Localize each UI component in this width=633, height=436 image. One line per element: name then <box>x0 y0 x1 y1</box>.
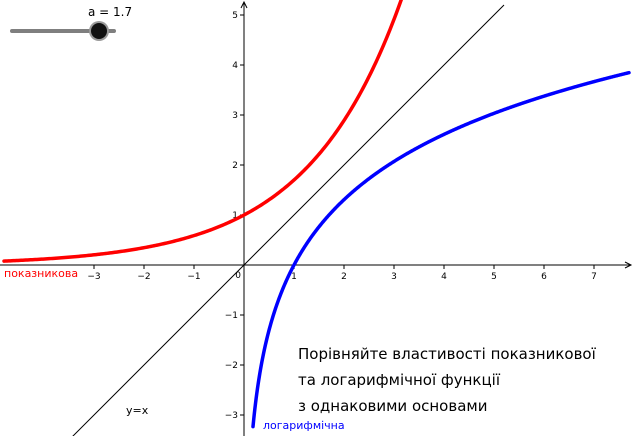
slider-label: a = 1.7 <box>88 5 133 19</box>
x-tick-label: 2 <box>341 272 347 282</box>
caption-line: Порівняйте властивості показникової <box>298 345 596 363</box>
identity-line[interactable] <box>67 4 505 436</box>
y-tick-label: 4 <box>232 61 238 71</box>
x-tick-label: 1 <box>291 272 297 282</box>
logarithmic-label: логарифмічна <box>263 419 345 432</box>
x-tick-label: −2 <box>137 272 150 282</box>
caption-text: Порівняйте властивості показникової та л… <box>298 341 596 419</box>
x-tick-label: 5 <box>491 272 497 282</box>
y-tick-label: 1 <box>232 211 238 221</box>
origin-label: 0 <box>235 271 241 281</box>
base-slider[interactable] <box>10 23 120 40</box>
x-tick-label: −3 <box>87 272 100 282</box>
caption-line: та логарифмічної функції <box>298 371 501 389</box>
x-tick-label: 7 <box>591 272 597 282</box>
y-tick-label: 2 <box>232 161 238 171</box>
tick-labels: −3 −2 −1 1 2 3 4 5 6 7 0 −3 −2 −1 1 2 3 4 5 <box>87 11 597 421</box>
y-tick-label: 3 <box>232 111 238 121</box>
x-tick-label: −1 <box>187 272 200 282</box>
caption-line: з однаковими основами <box>298 397 488 415</box>
slider-track[interactable] <box>10 29 116 33</box>
x-axis-arrow <box>624 261 633 269</box>
y-axis-arrow <box>240 0 248 9</box>
slider-thumb[interactable] <box>91 23 107 39</box>
logarithmic-curve[interactable] <box>251 70 631 429</box>
x-tick-label: 3 <box>391 272 397 282</box>
x-tick-label: 4 <box>441 272 447 282</box>
y-tick-label: 5 <box>232 11 238 21</box>
exponential-label: показникова <box>4 267 79 280</box>
exponential-curve[interactable] <box>2 0 417 263</box>
identity-label: y=x <box>126 404 149 417</box>
y-tick-label: −1 <box>225 311 238 321</box>
y-tick-label: −3 <box>225 411 238 421</box>
y-tick-label: −2 <box>225 361 238 371</box>
x-tick-label: 6 <box>541 272 547 282</box>
